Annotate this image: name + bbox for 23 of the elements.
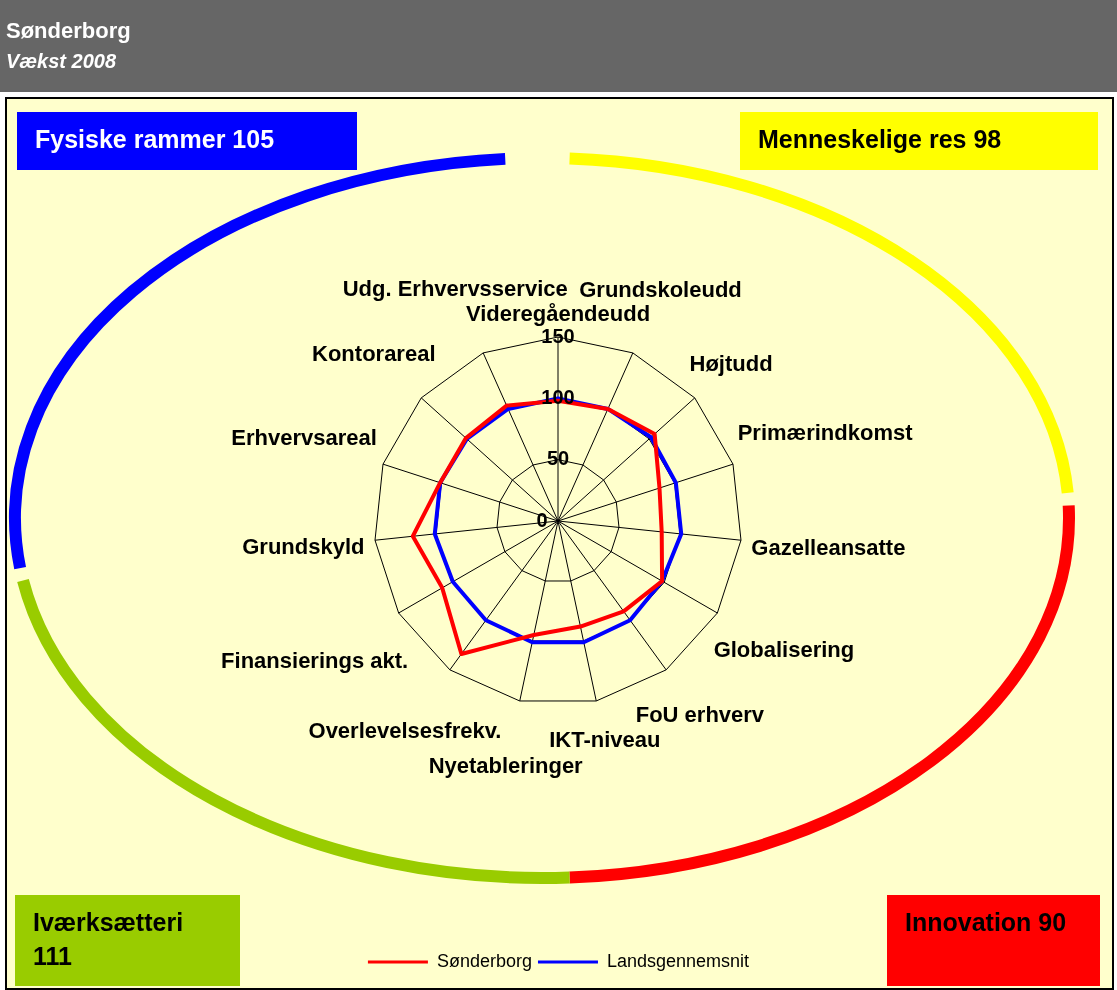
legend-label: Sønderborg bbox=[436, 950, 532, 971]
spoke-label: Udg. Erhvervsservice bbox=[342, 276, 568, 302]
chart-title: Sønderborg bbox=[6, 18, 131, 44]
spoke-label: Primærindkomst bbox=[737, 420, 914, 446]
spoke-label: Overlevelsesfrekv. bbox=[308, 717, 502, 743]
text: Iværksætteri 111 bbox=[15, 895, 240, 986]
spoke-label: Højtudd bbox=[689, 351, 773, 377]
spoke-label: Nyetableringer bbox=[428, 753, 584, 779]
text: Vækst 2008 bbox=[6, 50, 117, 73]
spoke-label: Erhvervsareal bbox=[231, 424, 377, 450]
spoke-label: Grundskoleudd bbox=[579, 276, 742, 302]
spoke-label: Gazelleansatte bbox=[751, 535, 906, 561]
text: Menneskelige res 98 bbox=[740, 112, 1098, 170]
text: Innovation 90 bbox=[887, 895, 1100, 986]
legend-label: Landsgennemsnit bbox=[606, 950, 750, 971]
spoke-label: Kontorareal bbox=[312, 341, 436, 367]
spoke-label: Videregåendeudd bbox=[465, 301, 651, 327]
spoke-label: Globalisering bbox=[713, 637, 855, 663]
spoke-label: Finansierings akt. bbox=[221, 647, 409, 673]
spoke-label: IKT-niveau bbox=[549, 727, 661, 753]
text: Fysiske rammer 105 bbox=[17, 112, 357, 170]
spoke-label: FoU erhverv bbox=[635, 702, 765, 728]
spoke-label: Grundskyld bbox=[242, 533, 365, 559]
